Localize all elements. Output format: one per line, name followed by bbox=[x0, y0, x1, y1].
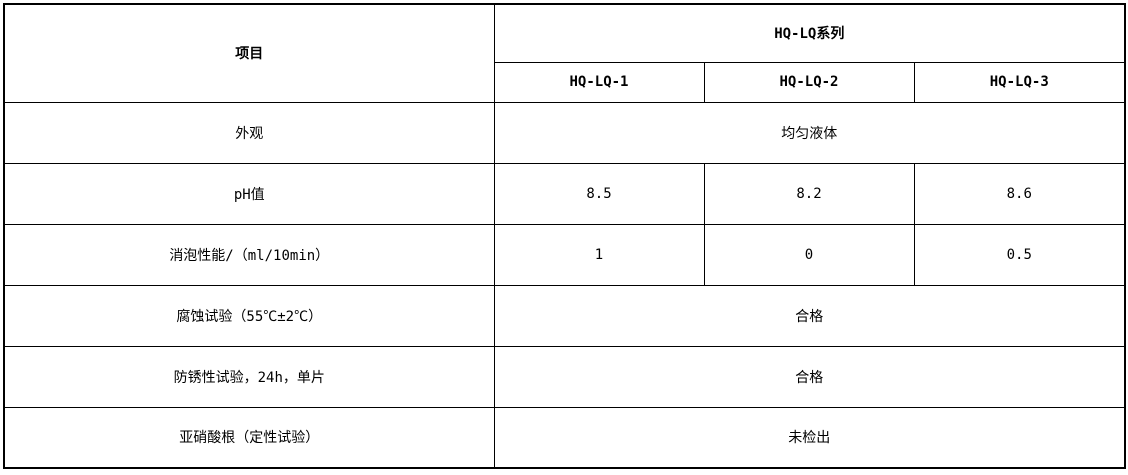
cell-value: 0.5 bbox=[913, 223, 1126, 286]
row-label: 亚硝酸根（定性试验） bbox=[3, 406, 495, 469]
table-row: 亚硝酸根（定性试验） 未检出 bbox=[3, 406, 1126, 469]
model-header: HQ-LQ-2 bbox=[703, 61, 915, 103]
model-header: HQ-LQ-3 bbox=[913, 61, 1126, 103]
model-header-row: HQ-LQ-1 HQ-LQ-2 HQ-LQ-3 bbox=[4, 61, 1126, 103]
merged-value: 合格 bbox=[493, 345, 1126, 408]
merged-value: 均匀液体 bbox=[493, 101, 1126, 164]
cell-value: 8.6 bbox=[913, 162, 1126, 225]
row-label: 防锈性试验，24h，单片 bbox=[3, 345, 495, 408]
merged-value: 未检出 bbox=[493, 406, 1126, 469]
cell-value: 8.2 bbox=[703, 162, 915, 225]
row-label: pH值 bbox=[3, 162, 495, 225]
cell-value: 1 bbox=[493, 223, 705, 286]
row-label: 外观 bbox=[3, 101, 495, 164]
model-header: HQ-LQ-1 bbox=[493, 61, 705, 103]
row-label: 腐蚀试验（55℃±2℃） bbox=[3, 284, 495, 347]
series-header: HQ-LQ系列 bbox=[493, 3, 1126, 63]
cell-value: 8.5 bbox=[493, 162, 705, 225]
table-row: 消泡性能/（ml/10min） 1 0 0.5 bbox=[3, 223, 1126, 286]
row-label: 消泡性能/（ml/10min） bbox=[3, 223, 495, 286]
table-row: pH值 8.5 8.2 8.6 bbox=[3, 162, 1126, 225]
spec-table: 项目 HQ-LQ系列 HQ-LQ-1 HQ-LQ-2 HQ-LQ-3 外观 均匀… bbox=[3, 3, 1127, 469]
cell-value: 0 bbox=[703, 223, 915, 286]
header-row: 项目 HQ-LQ系列 bbox=[3, 3, 1126, 103]
merged-value: 合格 bbox=[493, 284, 1126, 347]
table-row: 防锈性试验，24h，单片 合格 bbox=[3, 345, 1126, 408]
item-header: 项目 bbox=[3, 3, 495, 103]
table-row: 外观 均匀液体 bbox=[3, 101, 1126, 164]
table-row: 腐蚀试验（55℃±2℃） 合格 bbox=[3, 284, 1126, 347]
